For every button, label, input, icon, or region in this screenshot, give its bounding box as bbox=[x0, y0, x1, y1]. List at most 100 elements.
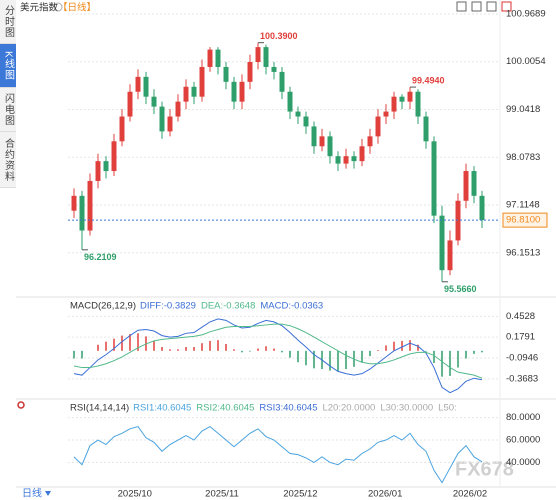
macd-bar bbox=[73, 350, 75, 359]
candle-body bbox=[447, 240, 453, 271]
last-price-box bbox=[502, 212, 548, 228]
annotation-label: 100.3900 bbox=[260, 31, 298, 41]
macd-bar bbox=[361, 350, 363, 363]
macd-bar bbox=[249, 350, 251, 352]
candle-body bbox=[231, 81, 237, 102]
icon[interactable] bbox=[501, 1, 512, 12]
candle-body bbox=[215, 49, 221, 67]
macd-bar bbox=[305, 350, 307, 366]
macd-bar bbox=[273, 348, 275, 351]
icon[interactable] bbox=[456, 1, 467, 12]
candle-body bbox=[127, 91, 133, 117]
chart-period: 【日线】 bbox=[58, 2, 96, 14]
chart-title: 美元指数 bbox=[20, 2, 59, 14]
candle-body bbox=[191, 86, 197, 97]
toolbar-icons bbox=[456, 1, 512, 12]
macd-bar bbox=[289, 350, 291, 358]
candle-body bbox=[71, 195, 77, 211]
annotation-label: 95.5660 bbox=[444, 284, 477, 294]
macd-bar bbox=[449, 350, 451, 376]
annotation-label: 99.4940 bbox=[412, 75, 445, 85]
macd-bar bbox=[225, 343, 227, 351]
candle-body bbox=[175, 101, 181, 117]
legend-entry: MACD:-0.0363 bbox=[260, 301, 323, 312]
macd-bar bbox=[369, 350, 371, 357]
indicator-title: MACD(26,12,9) bbox=[70, 301, 136, 312]
candle-body bbox=[471, 171, 477, 196]
macd-bar bbox=[281, 350, 283, 353]
candle-body bbox=[255, 47, 261, 62]
candle-body bbox=[327, 136, 333, 157]
info-icon[interactable] bbox=[53, 2, 63, 12]
candle-body bbox=[343, 156, 349, 164]
candle-body bbox=[359, 146, 365, 162]
candle-body bbox=[431, 141, 437, 216]
candle-body bbox=[479, 195, 485, 221]
candle-body bbox=[463, 171, 469, 201]
candle-body bbox=[407, 91, 413, 102]
sidebar-tab[interactable]: 分时图 bbox=[0, 0, 16, 44]
macd-bar bbox=[473, 350, 475, 354]
legend-entry: RSI1:40.6045 bbox=[133, 403, 191, 414]
candle-body bbox=[151, 96, 157, 107]
period-selector[interactable]: 日线 bbox=[22, 487, 42, 500]
macd-bar bbox=[105, 341, 107, 351]
candle-body bbox=[95, 161, 101, 181]
x-tick-label: 2025/11 bbox=[205, 489, 239, 500]
candle-body bbox=[271, 66, 277, 72]
candle-body bbox=[87, 180, 93, 231]
y-tick-label: 0.4528 bbox=[506, 311, 535, 322]
candle-body bbox=[239, 81, 245, 102]
sidebar-tab[interactable]: K线图 bbox=[0, 44, 16, 88]
sidebar-tab[interactable]: 合约资料 bbox=[0, 132, 16, 188]
sidebar-tab[interactable]: 闪电图 bbox=[0, 88, 16, 132]
candle-body bbox=[79, 195, 85, 231]
macd-bar bbox=[201, 343, 203, 351]
macd-bar bbox=[393, 341, 395, 351]
candle-body bbox=[223, 66, 229, 82]
y-tick-label: 99.0418 bbox=[506, 104, 540, 115]
y-tick-label: 100.9689 bbox=[506, 8, 546, 19]
macd-bar bbox=[97, 344, 99, 351]
macd-bar bbox=[193, 347, 195, 351]
macd-bar bbox=[153, 340, 155, 351]
macd-bar bbox=[113, 338, 115, 351]
x-tick-label: 2026/02 bbox=[453, 489, 487, 500]
macd-bar bbox=[313, 350, 315, 369]
macd-bar bbox=[169, 349, 171, 351]
legend-entry: DIFF:-0.3829 bbox=[140, 301, 196, 312]
candle-body bbox=[103, 161, 109, 172]
candle-body bbox=[247, 62, 253, 82]
y-tick-label: 96.1513 bbox=[506, 247, 540, 258]
candle-body bbox=[287, 91, 293, 112]
y-tick-label: 100.0054 bbox=[506, 56, 546, 67]
candle-body bbox=[423, 116, 429, 142]
macd-bar bbox=[129, 334, 131, 351]
x-tick-label: 2026/01 bbox=[368, 489, 402, 500]
macd-bar bbox=[241, 350, 243, 353]
legend-entry: L30:30.0000 bbox=[380, 403, 433, 414]
macd-bar bbox=[465, 350, 467, 359]
y-tick-label: -0.3683 bbox=[506, 373, 538, 384]
last-price-label: 96.8100 bbox=[506, 215, 540, 226]
y-tick-label: 97.1148 bbox=[506, 200, 540, 211]
macd-bar bbox=[257, 348, 259, 351]
x-tick-label: 2025/12 bbox=[283, 489, 317, 500]
dropdown-arrow[interactable] bbox=[45, 491, 51, 496]
settings-icon[interactable] bbox=[17, 401, 25, 409]
y-tick-label: 60.0000 bbox=[506, 435, 540, 446]
watermark: FX678 bbox=[455, 458, 514, 480]
candle-body bbox=[303, 116, 309, 127]
macd-bar bbox=[265, 346, 267, 351]
macd-bar bbox=[233, 349, 235, 351]
legend-entry: L50: bbox=[438, 403, 457, 414]
macd-bar bbox=[329, 350, 331, 371]
candle-body bbox=[143, 76, 149, 97]
legend-entry: L20:20.0000 bbox=[322, 403, 375, 414]
icon[interactable] bbox=[471, 1, 482, 12]
icon[interactable] bbox=[486, 1, 497, 12]
candle-body bbox=[335, 156, 341, 164]
macd-bar bbox=[297, 350, 299, 363]
background bbox=[16, 0, 556, 500]
